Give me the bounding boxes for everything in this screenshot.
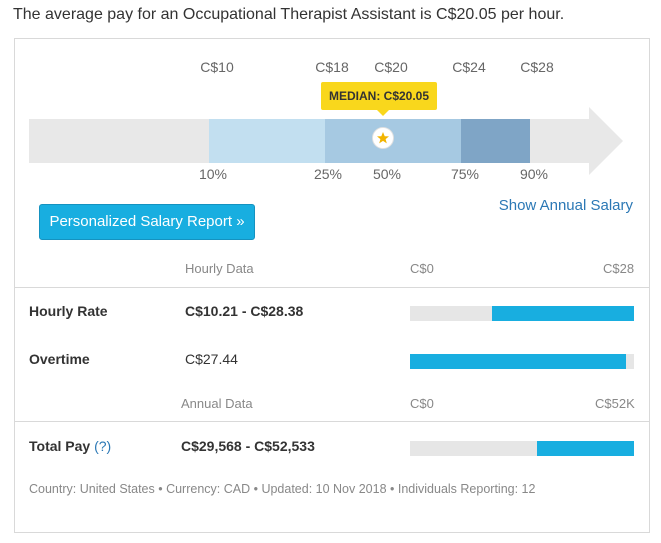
- percentile-label-50: 50%: [372, 166, 402, 182]
- show-annual-salary-link[interactable]: Show Annual Salary: [498, 197, 633, 214]
- segment-p25-p75: [325, 119, 461, 163]
- overtime-bar: [410, 354, 634, 369]
- annual-scale-max: C$52K: [595, 396, 635, 411]
- segment-p10-p25: [209, 119, 325, 163]
- percentile-label-10: 10%: [198, 166, 228, 182]
- percentile-label-75: 75%: [450, 166, 480, 182]
- total-pay-value: C$29,568 - C$52,533: [181, 438, 315, 454]
- track-arrow-head: [589, 107, 623, 175]
- annual-scale-min: C$0: [410, 396, 434, 411]
- value-label-p10: C$10: [200, 59, 234, 75]
- median-tag: MEDIAN: C$20.05: [321, 82, 438, 116]
- divider: [15, 421, 649, 422]
- hourly-data-header: Hourly Data: [185, 261, 254, 276]
- overtime-label: Overtime: [29, 351, 90, 367]
- total-pay-help-link[interactable]: (?): [94, 438, 112, 454]
- total-pay-label-text: Total Pay: [29, 438, 91, 454]
- hourly-rate-bar-fill: [491, 306, 634, 321]
- overtime-value: C$27.44: [185, 351, 238, 367]
- hourly-scale-max: C$28: [603, 261, 635, 276]
- personalized-report-button[interactable]: Personalized Salary Report »: [39, 204, 255, 240]
- hourly-rate-value: C$10.21 - C$28.38: [185, 303, 304, 319]
- total-pay-label: Total Pay (?): [29, 438, 111, 454]
- value-label-p75: C$24: [452, 59, 486, 75]
- value-label-p90: C$28: [520, 59, 554, 75]
- salary-card: C$10 C$18 C$20 C$24 C$28 MEDIAN: C$20.05…: [14, 38, 650, 533]
- total-pay-bar: [410, 441, 634, 456]
- value-label-p25: C$18: [315, 59, 349, 75]
- value-label-p50: C$20: [374, 59, 408, 75]
- hourly-scale-min: C$0: [410, 261, 434, 276]
- star-icon: [375, 130, 391, 146]
- hourly-rate-label: Hourly Rate: [29, 303, 108, 319]
- footer-meta: Country: United States • Currency: CAD •…: [29, 482, 536, 496]
- hourly-rate-bar: [410, 306, 634, 321]
- total-pay-bar-fill: [536, 441, 634, 456]
- percentile-label-25: 25%: [313, 166, 343, 182]
- overtime-bar-fill: [410, 354, 627, 369]
- page-headline: The average pay for an Occupational Ther…: [13, 6, 565, 23]
- median-marker: [373, 128, 393, 148]
- percentile-label-90: 90%: [519, 166, 549, 182]
- segment-p75-p90: [461, 119, 530, 163]
- divider: [15, 287, 649, 288]
- annual-data-header: Annual Data: [181, 396, 253, 411]
